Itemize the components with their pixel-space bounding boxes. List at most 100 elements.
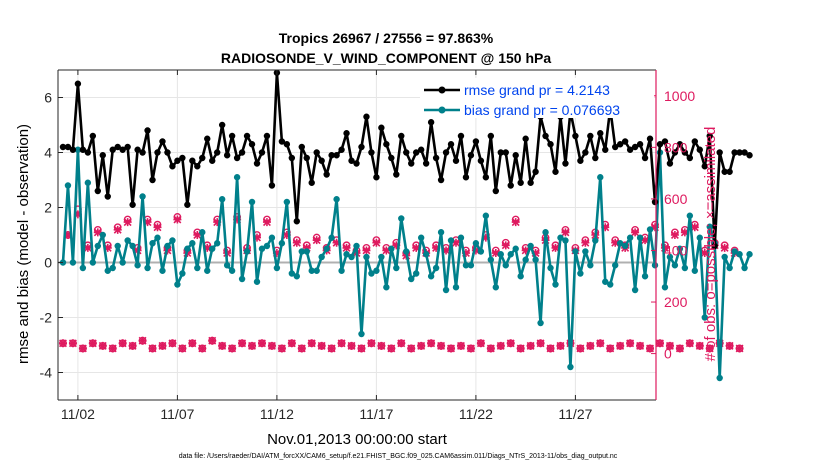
obs-assimilated-point [362,246,371,255]
obs-assimilated-point [695,341,704,350]
obs-assimilated-point [561,228,570,237]
plot-area [58,69,753,382]
rmse-point [527,179,534,186]
obs-assimilated-point [646,344,655,353]
bias-point [562,237,569,244]
bias-point [154,234,161,241]
rmse-point [641,154,649,162]
obs-assimilated-point [606,344,615,353]
rmse-point [248,141,256,148]
bias-point [378,253,385,261]
bias-point [318,253,325,261]
bias-point [507,251,514,258]
legend-marker-bias [438,106,446,114]
bias-point [353,242,360,250]
obs-assimilated-point [437,341,446,350]
bias-point [497,251,504,258]
bias-point [368,270,375,277]
rmse-point [403,149,410,156]
rmse-point [522,135,529,142]
rmse-point [413,149,420,156]
rmse-point [512,152,519,159]
bias-point [348,253,355,261]
obs-assimilated-point [392,241,401,250]
bias-point [452,284,460,291]
rmse-point [587,132,594,140]
rmse-point [597,130,604,137]
rmse-point [253,160,261,167]
obs-assimilated-point [98,341,107,350]
y-tick-label-left: -2 [40,310,53,326]
rmse-point [696,146,703,153]
obs-assimilated-point [377,341,386,350]
bias-point [393,264,400,272]
obs-assimilated-point [78,344,87,353]
bias-point [582,248,589,255]
bias-point [109,264,116,272]
bias-point [552,281,559,288]
rmse-point [427,119,435,126]
bias-point [686,212,694,219]
bias-point [587,262,594,269]
bias-point [721,253,728,261]
bias-point [268,234,276,241]
rmse-point [507,182,514,189]
rmse-point [89,132,97,140]
obs-assimilated-point [611,238,620,247]
obs-assimilated-point [282,231,291,239]
obs-assimilated-point [277,344,286,353]
rmse-point [174,157,181,164]
bias-point [278,240,286,247]
obs-assimilated-point [128,341,137,350]
rmse-point [84,149,92,156]
bias-point [437,229,445,236]
rmse-point [114,143,121,151]
y-tick-label-left: 0 [44,255,52,271]
bias-point [726,264,733,272]
rmse-point [487,132,495,140]
rmse-point [94,187,102,195]
obs-assimilated-point [546,344,555,353]
bias-point [179,270,186,277]
bias-point [84,179,92,186]
rmse-point [363,113,370,120]
obs-assimilated-point [153,223,162,232]
rmse-point [661,138,669,145]
obs-assimilated-point [397,339,406,348]
obs-assimilated-point [476,339,485,348]
bias-point [298,248,305,255]
rmse-point [104,193,111,200]
rmse-point [298,143,305,151]
obs-assimilated-point [317,341,326,350]
bias-point [159,267,166,274]
obs-assimilated-point [680,228,689,237]
bias-point [134,262,141,269]
bias-point [223,262,231,269]
rmse-point [74,80,82,87]
rmse-point [417,146,425,153]
rmse-point [303,154,310,162]
obs-assimilated-point [218,341,227,350]
y-axis-label-left: rmse and bias (model - observation) [15,124,32,364]
obs-assimilated-point [228,344,237,353]
obs-assimilated-point [178,344,187,353]
bias-point [457,234,465,241]
bias-point [273,264,281,272]
bias-point [303,248,310,255]
obs-assimilated-point [168,339,177,348]
rmse-point [159,138,166,145]
bias-point [626,234,634,241]
x-tick-label: 11/02 [61,406,95,422]
bias-point [621,242,629,250]
obs-assimilated-point [735,344,744,353]
bias-point [263,242,271,250]
obs-assimilated-point [675,344,684,353]
bias-point [293,273,301,280]
obs-assimilated-point [491,249,500,258]
rmse-point [656,141,664,148]
bias-point [403,248,410,255]
obs-assimilated-point [596,339,605,348]
bias-point [532,256,539,263]
legend-label-rmse: rmse grand pr = 4.2143 [464,82,610,98]
obs-assimilated-point [576,344,585,353]
